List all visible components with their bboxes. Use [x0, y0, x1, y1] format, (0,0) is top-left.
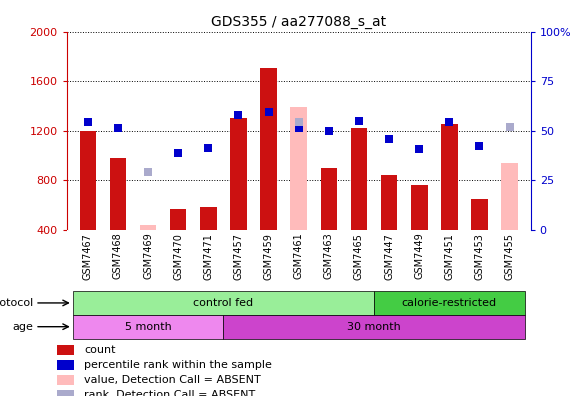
Bar: [170, 209, 186, 230]
Text: GSM7471: GSM7471: [204, 233, 213, 280]
Bar: [381, 175, 397, 230]
Bar: [501, 163, 518, 230]
Bar: [57, 375, 74, 385]
Text: 30 month: 30 month: [347, 322, 401, 332]
Bar: [200, 208, 216, 230]
Text: calorie-restricted: calorie-restricted: [402, 298, 497, 308]
Text: protocol: protocol: [0, 298, 34, 308]
Text: count: count: [84, 345, 116, 355]
Bar: [110, 158, 126, 230]
Text: GSM7465: GSM7465: [354, 233, 364, 280]
Bar: [57, 345, 74, 355]
Text: GSM7469: GSM7469: [143, 233, 153, 280]
Bar: [230, 118, 246, 230]
Bar: [57, 360, 74, 370]
Title: GDS355 / aa277088_s_at: GDS355 / aa277088_s_at: [211, 15, 386, 29]
Bar: [260, 68, 277, 230]
Text: value, Detection Call = ABSENT: value, Detection Call = ABSENT: [84, 375, 261, 385]
Bar: [351, 128, 367, 230]
Text: GSM7457: GSM7457: [233, 233, 244, 280]
Bar: [140, 225, 157, 230]
Text: GSM7461: GSM7461: [293, 233, 304, 280]
Text: GSM7468: GSM7468: [113, 233, 123, 280]
Text: GSM7449: GSM7449: [414, 233, 424, 280]
Bar: [72, 291, 374, 315]
Text: GSM7447: GSM7447: [384, 233, 394, 280]
Bar: [321, 168, 337, 230]
Bar: [471, 199, 488, 230]
Bar: [441, 124, 458, 230]
Bar: [374, 291, 525, 315]
Text: GSM7467: GSM7467: [83, 233, 93, 280]
Text: rank, Detection Call = ABSENT: rank, Detection Call = ABSENT: [84, 390, 256, 396]
Text: GSM7459: GSM7459: [263, 233, 274, 280]
Bar: [72, 315, 223, 339]
Bar: [79, 131, 96, 230]
Bar: [411, 185, 427, 230]
Text: GSM7455: GSM7455: [505, 233, 514, 280]
Text: percentile rank within the sample: percentile rank within the sample: [84, 360, 272, 370]
Text: control fed: control fed: [193, 298, 253, 308]
Text: GSM7463: GSM7463: [324, 233, 334, 280]
Text: 5 month: 5 month: [125, 322, 172, 332]
Text: GSM7470: GSM7470: [173, 233, 183, 280]
Text: GSM7451: GSM7451: [444, 233, 454, 280]
Text: GSM7453: GSM7453: [474, 233, 484, 280]
Bar: [57, 390, 74, 396]
Bar: [291, 107, 307, 230]
Text: age: age: [13, 322, 34, 332]
Bar: [223, 315, 525, 339]
